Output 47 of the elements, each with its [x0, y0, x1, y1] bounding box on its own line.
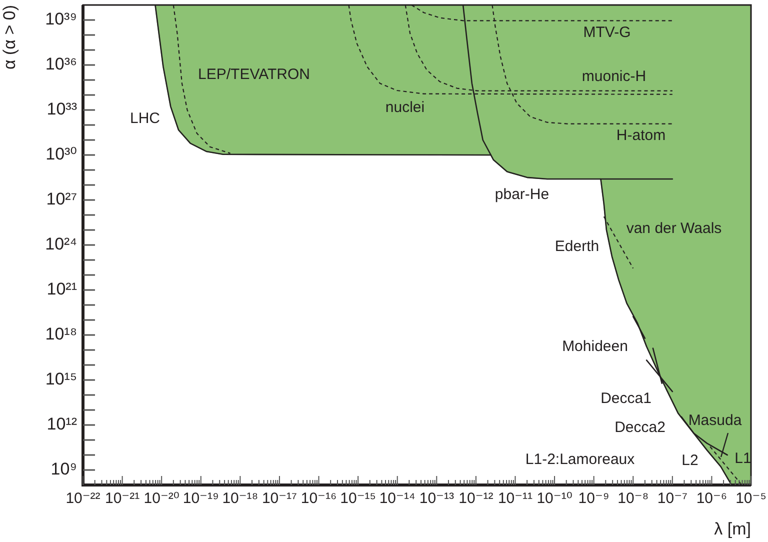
- x-tick-label: 10⁻¹⁶: [300, 490, 337, 508]
- x-tick-label: 10⁻⁷: [657, 490, 688, 508]
- x-tick-label: 10⁻²⁰: [144, 490, 180, 508]
- x-tick-label: 10⁻¹⁴: [379, 490, 416, 508]
- annotation: Mohideen: [562, 338, 628, 356]
- y-tick-label: 10³⁹: [45, 10, 77, 29]
- x-tick-label: 10⁻²¹: [104, 490, 140, 508]
- y-tick-label: 10²¹: [46, 280, 78, 299]
- x-tick-label: 10⁻¹¹: [498, 490, 533, 508]
- annotation: L1-2:Lamoreaux: [525, 451, 636, 468]
- annotation: LEP/TEVATRON: [198, 66, 310, 84]
- x-tick-label: 10⁻¹²: [458, 490, 494, 508]
- y-tick-label: 10¹⁵: [45, 370, 77, 389]
- x-tick-label: 10⁻¹⁵: [340, 490, 376, 508]
- x-tick-label: 10⁻⁶: [696, 490, 728, 508]
- y-tick-label: 10⁹: [50, 460, 77, 479]
- y-axis-title: α (α > 0): [0, 5, 19, 70]
- annotation: muonic-H: [582, 68, 646, 86]
- annotation: L1: [734, 450, 752, 468]
- annotation: Decca1: [600, 390, 652, 408]
- annotation: H-atom: [616, 127, 666, 144]
- y-tick-label: 10¹⁸: [45, 324, 77, 344]
- x-tick-label: 10⁻¹³: [419, 490, 454, 508]
- x-tick-label: 10⁻¹⁷: [262, 490, 297, 508]
- annotation: Masuda: [688, 412, 742, 430]
- annotation: nuclei: [385, 99, 425, 116]
- y-tick-label: 10³⁰: [46, 144, 78, 164]
- y-tick-label: 10³³: [46, 100, 78, 119]
- x-tick-label: 10⁻¹⁸: [222, 490, 258, 508]
- x-tick-label: 10⁻¹⁰: [536, 490, 572, 508]
- x-tick-label: 10⁻⁵: [736, 490, 766, 508]
- y-tick-label: 10¹²: [46, 414, 78, 434]
- annotation: pbar-He: [494, 186, 550, 204]
- annotation: Ederth: [554, 238, 600, 256]
- x-tick-label: 10⁻¹⁹: [182, 490, 219, 508]
- x-tick-label: 10⁻²²: [66, 490, 100, 508]
- x-tick-label: 10⁻⁸: [618, 490, 649, 508]
- annotation: L2: [682, 452, 698, 470]
- x-tick-label: 10⁻⁹: [578, 490, 610, 508]
- annotation: MTV-G: [583, 24, 631, 42]
- annotation: Decca2: [614, 419, 666, 436]
- x-axis-title: λ [m]: [714, 519, 751, 538]
- y-tick-label: 10³⁶: [45, 54, 77, 74]
- y-tick-label: 10²⁴: [45, 234, 77, 254]
- annotation: van der Waals: [626, 220, 722, 238]
- y-tick-label: 10²⁷: [46, 190, 77, 209]
- annotation: LHC: [130, 110, 160, 128]
